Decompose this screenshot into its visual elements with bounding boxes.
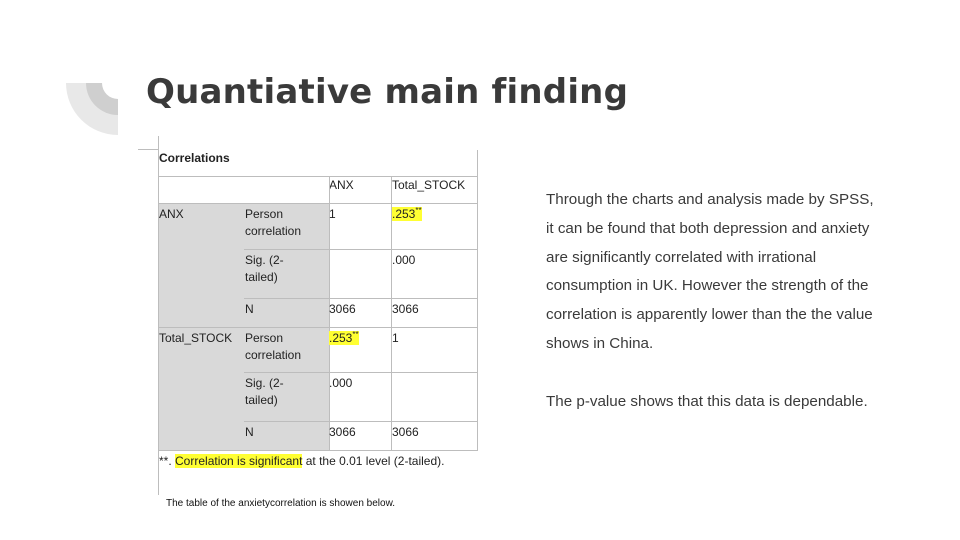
cell-total-total-n: 3066 [392, 425, 419, 439]
cell-total-total: 1 [392, 331, 399, 345]
slide-title: Quantiative main finding [146, 72, 629, 112]
table-note: The table of the anxietycorrelation is s… [166, 498, 396, 509]
cell-total-anx-n: 3066 [329, 425, 356, 439]
stat-label: Person correlation [245, 207, 302, 238]
cell-anx-n: 3066 [329, 302, 356, 316]
table-footnote: **. Correlation is significant at the 0.… [159, 454, 445, 468]
stat-label: Sig. (2-tailed) [245, 376, 284, 407]
table-crop-mark [138, 149, 158, 150]
stat-label: Person correlation [245, 331, 302, 362]
cell-anx-total-sig: .000 [392, 253, 416, 267]
table-crop-mark [158, 136, 159, 150]
decorative-quarter-circle [66, 83, 118, 135]
findings-paragraph: Through the charts and analysis made by … [546, 191, 874, 352]
stat-label: Sig. (2-tailed) [245, 253, 284, 284]
cell-anx-total: .253** [392, 206, 422, 221]
column-header-anx: ANX [329, 178, 354, 192]
row-group-label-anx: ANX [159, 207, 184, 221]
row-group-label-total-stock: Total_STOCK [159, 331, 233, 345]
table-caption: Correlations [159, 151, 230, 165]
cell-total-anx: .253** [329, 330, 359, 345]
cell-anx-anx: 1 [329, 207, 336, 221]
cell-total-n: 3066 [392, 302, 419, 316]
column-header-total-stock: Total_STOCK [392, 178, 466, 192]
findings-text: Through the charts and analysis made by … [546, 186, 876, 416]
findings-paragraph: The p-value shows that this data is depe… [546, 392, 868, 410]
stat-label: N [245, 302, 254, 316]
cell-total-anx-sig: .000 [329, 376, 353, 390]
correlations-table: Correlations ANX Total_STOCK ANX Person … [158, 150, 478, 495]
stat-label: N [245, 425, 254, 439]
